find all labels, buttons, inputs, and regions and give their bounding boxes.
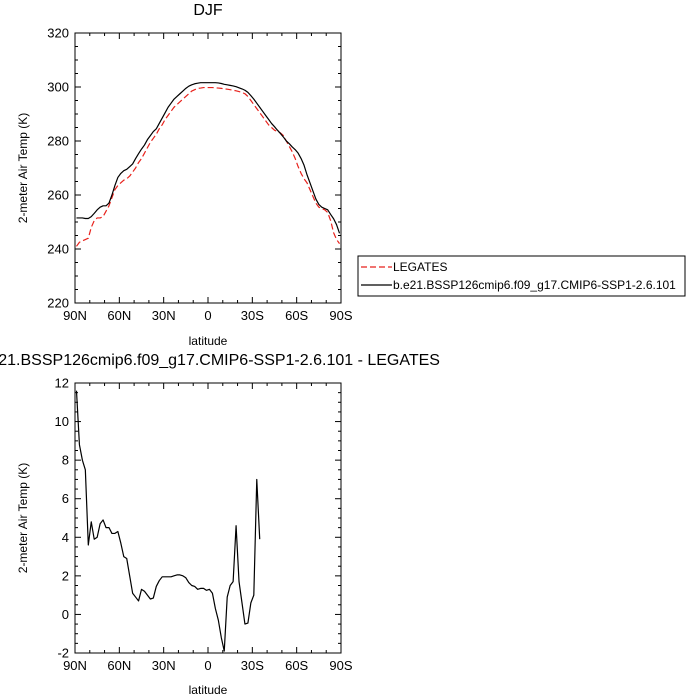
- bottom-panel: b.e21.BSSP126cmip6.f09_g17.CMIP6-SSP1-2.…: [0, 352, 440, 697]
- top-y-tick-label: 220: [47, 296, 69, 311]
- top-panel: DJF 90N 60N 30N 0 30S 60S 90S 220 240 260 280 300 32…: [16, 2, 686, 348]
- bottom-y-axis-label: 2-meter Air Temp (K): [16, 463, 30, 573]
- bottom-y-tick-label: 10: [55, 414, 69, 429]
- top-y-tick-label: 280: [47, 134, 69, 149]
- bottom-x-tick-label: 90S: [329, 658, 352, 673]
- top-x-tick-label: 60N: [107, 308, 131, 323]
- legend-box: [357, 255, 686, 297]
- bottom-x-tick-label: 60S: [285, 658, 308, 673]
- bottom-x-tick-label: 60N: [107, 658, 131, 673]
- top-series-line-b-e21-bssp126cmip6-f09-g17-cmip6-ssp1-2-6-101: [76, 82, 341, 234]
- legend-label-model: b.e21.BSSP126cmip6.f09_g17.CMIP6-SSP1-2.…: [393, 278, 676, 292]
- bottom-x-axis-label: latitude: [189, 683, 228, 697]
- bottom-y-tick-label: 6: [62, 491, 69, 506]
- bottom-plot-area: 90N 60N 30N 0 30S 60S 90S -2 0 2 4 6 8 10 12: [55, 376, 353, 674]
- top-y-tick-label: 320: [47, 26, 69, 41]
- bottom-x-tick-label: 30N: [152, 658, 176, 673]
- top-y-tick-label: 260: [47, 188, 69, 203]
- top-x-tick-label: 0: [204, 308, 211, 323]
- top-x-axis-label: latitude: [189, 334, 228, 348]
- top-plot-area: 90N 60N 30N 0 30S 60S 90S 220 240 260 280 300 320: [47, 26, 353, 324]
- top-y-tick-label: 240: [47, 242, 69, 257]
- top-x-tick-label: 60S: [285, 308, 308, 323]
- bottom-x-tick-label: 30S: [241, 658, 264, 673]
- bottom-y-tick-label: 8: [62, 453, 69, 468]
- top-x-tick-label: 90N: [63, 308, 87, 323]
- top-plot-frame: [74, 32, 342, 304]
- top-y-axis-label: 2-meter Air Temp (K): [16, 113, 30, 223]
- bottom-series-line-difference: [75, 390, 261, 652]
- bottom-x-tick-label: 90N: [63, 658, 87, 673]
- top-x-tick-label: 30N: [152, 308, 176, 323]
- bottom-y-tick-label: -2: [57, 646, 69, 661]
- bottom-y-tick-label: 12: [55, 376, 69, 391]
- bottom-x-tick-label: 0: [204, 658, 211, 673]
- bottom-y-tick-label: 2: [62, 568, 69, 583]
- legend: LEGATES b.e21.BSSP126cmip6.f09_g17.CMIP6…: [357, 255, 686, 297]
- bottom-y-tick-label: 0: [62, 607, 69, 622]
- bottom-y-tick-label: 4: [62, 530, 69, 545]
- top-series-line-legates: [75, 86, 341, 247]
- legend-label-legates: LEGATES: [393, 260, 447, 274]
- top-x-tick-label: 90S: [329, 308, 352, 323]
- top-y-tick-label: 300: [47, 80, 69, 95]
- bottom-plot-frame: [74, 382, 342, 654]
- top-x-tick-label: 30S: [241, 308, 264, 323]
- top-chart-title: DJF: [193, 2, 223, 19]
- bottom-chart-title: b.e21.BSSP126cmip6.f09_g17.CMIP6-SSP1-2.…: [0, 352, 440, 369]
